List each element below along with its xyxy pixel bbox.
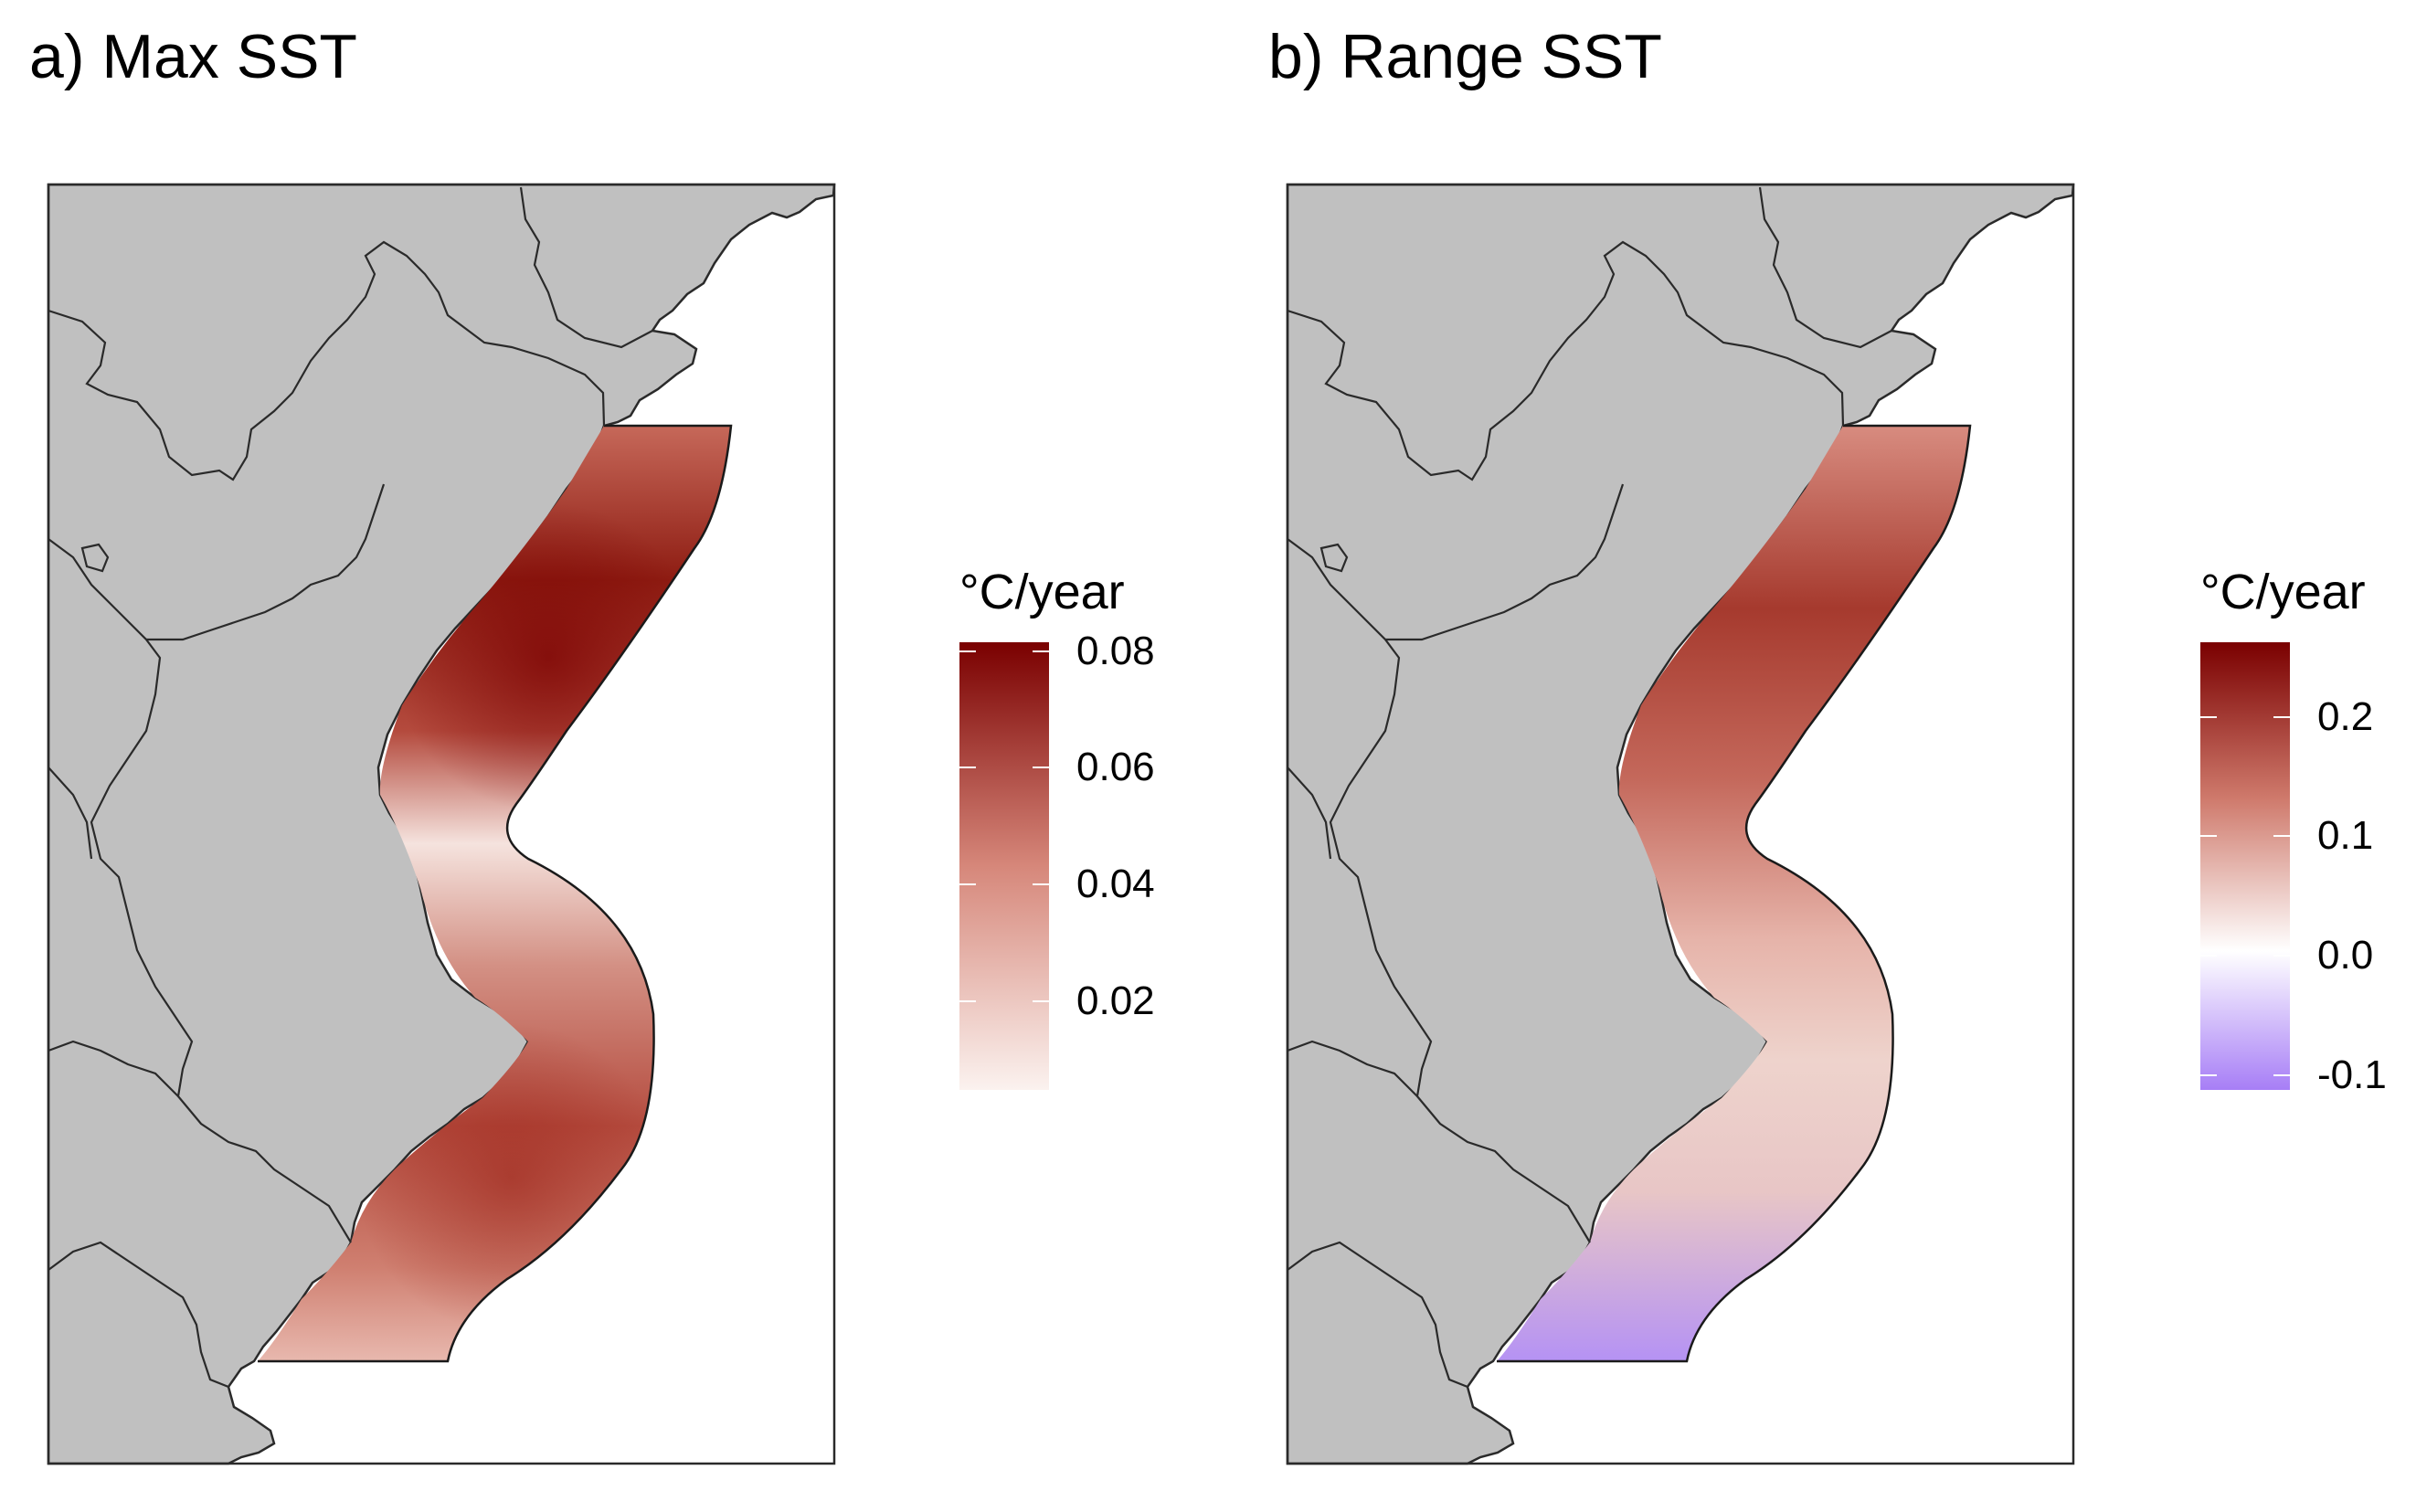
legend-a-title: °C/year (959, 565, 1125, 619)
colorbar-b (2200, 642, 2290, 1090)
legend-b-tick-label: 0.1 (2317, 813, 2374, 858)
colorbar-b-ticks (2200, 716, 2290, 1076)
legend-a-tick-label: 0.08 (1076, 629, 1155, 673)
legend-b-tick-label: 0.0 (2317, 933, 2374, 978)
legend-a-tick-label: 0.04 (1076, 862, 1155, 906)
legend-a (959, 642, 1049, 1090)
map-panel-a (47, 183, 836, 1465)
legend-a-tick-label: 0.02 (1076, 978, 1155, 1023)
legend-b-tick-label: 0.2 (2317, 694, 2374, 739)
colorbar-a-ticks (959, 650, 1049, 1002)
legend-a-tick-label: 0.06 (1076, 745, 1155, 789)
map-frame-a (47, 183, 836, 1465)
legend-b-title: °C/year (2200, 565, 2366, 619)
panel-a-title: a) Max SST (29, 22, 357, 91)
map-frame-b (1286, 183, 2075, 1465)
legend-b-tick-label: -0.1 (2317, 1052, 2387, 1097)
colorbar-a (959, 642, 1049, 1090)
legend-b (2200, 642, 2290, 1090)
panel-b-title: b) Range SST (1268, 22, 1662, 91)
map-panel-b (1286, 183, 2075, 1465)
